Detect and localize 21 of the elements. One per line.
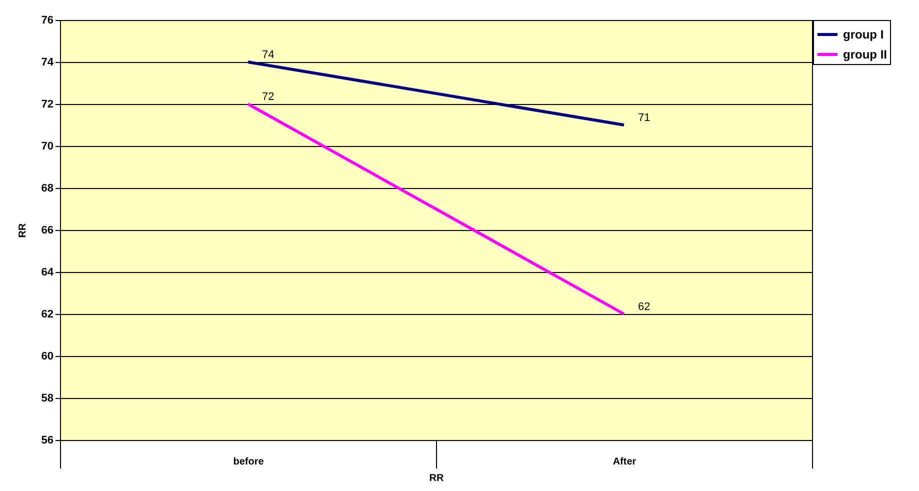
x-tick-label: before — [233, 456, 264, 468]
y-tick-label: 56 — [41, 434, 54, 446]
data-label: 74 — [262, 49, 274, 61]
y-tick-label: 72 — [41, 98, 54, 110]
legend-label: group I — [843, 28, 884, 42]
x-tick-label: After — [612, 456, 636, 468]
y-tick-label: 74 — [41, 56, 54, 68]
legend-label: group II — [843, 48, 887, 62]
y-tick-label: 58 — [41, 392, 54, 404]
y-tick-label: 62 — [41, 308, 54, 320]
y-tick-label: 64 — [41, 266, 54, 278]
data-label: 71 — [638, 112, 650, 124]
y-tick-label: 60 — [41, 350, 54, 362]
y-axis-title: RR — [17, 222, 28, 238]
y-tick-label: 70 — [41, 140, 54, 152]
data-label: 72 — [262, 91, 274, 103]
y-tick-label: 76 — [41, 14, 54, 26]
y-tick-label: 68 — [41, 182, 54, 194]
x-axis-title: RR — [429, 473, 444, 484]
data-label: 62 — [638, 301, 650, 313]
y-tick-label: 66 — [41, 224, 54, 236]
